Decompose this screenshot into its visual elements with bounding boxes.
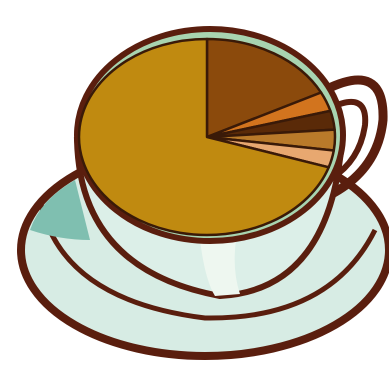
pie-slice — [77, 37, 330, 237]
cup-handle-inner — [328, 98, 369, 181]
saucer-rim — [37, 199, 378, 321]
saucer-shade — [30, 180, 90, 240]
cup-highlight — [200, 240, 240, 296]
cup-handle — [322, 75, 388, 199]
pie — [77, 37, 337, 237]
pie-slice — [205, 37, 323, 139]
